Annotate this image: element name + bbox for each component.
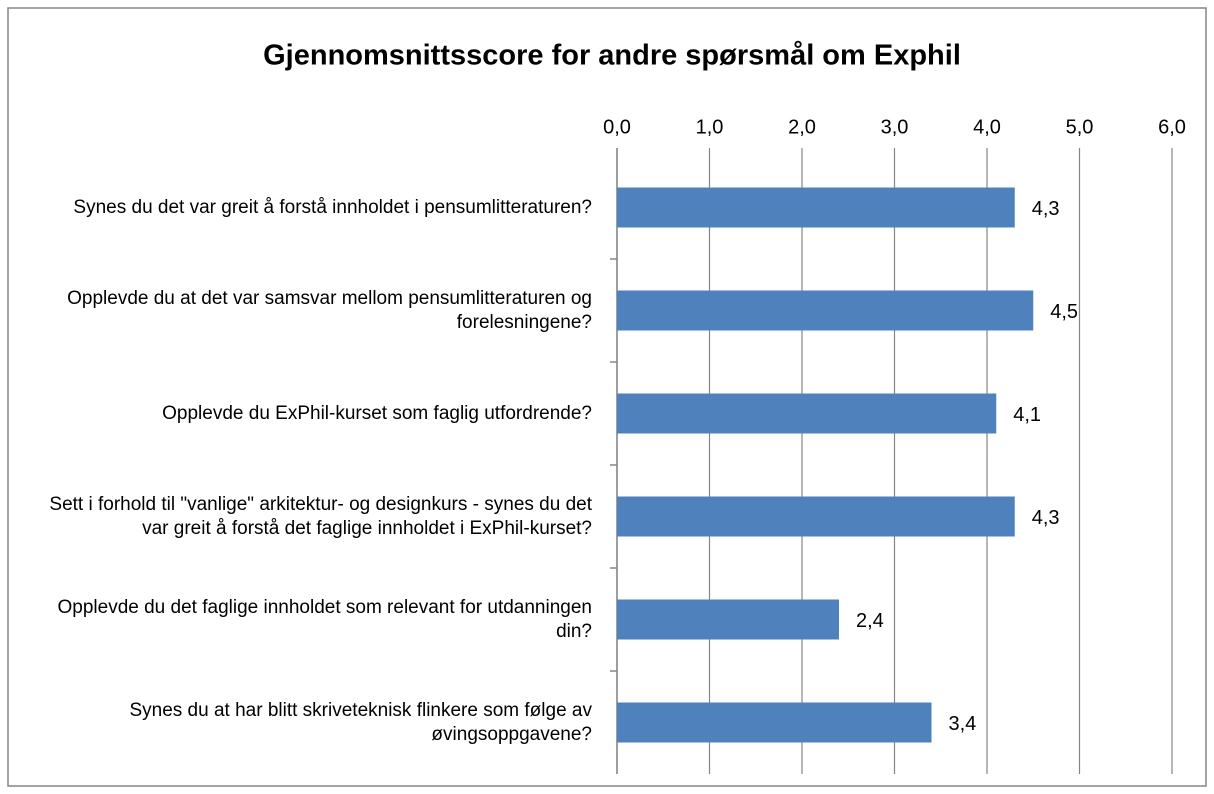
value-label: 2,4: [856, 610, 884, 632]
x-tick-label: 3,0: [881, 116, 909, 138]
bar: [617, 187, 1015, 228]
value-label: 4,3: [1032, 507, 1060, 529]
bar: [617, 393, 997, 434]
x-tick-label: 1,0: [696, 116, 724, 138]
value-label: 4,3: [1032, 198, 1060, 220]
y-tick-label: Opplevde du at det var samsvar mellom pe…: [67, 287, 592, 333]
y-tick-label: Opplevde du ExPhil-kurset som faglig utf…: [162, 402, 592, 424]
bar: [617, 702, 932, 743]
x-tick-label: 2,0: [788, 116, 816, 138]
x-tick-label: 0,0: [603, 116, 631, 138]
value-label: 4,5: [1050, 301, 1078, 323]
chart-title: Gjennomsnittsscore for andre spørsmål om…: [263, 40, 961, 72]
value-label: 4,1: [1013, 404, 1041, 426]
value-label: 3,4: [949, 713, 977, 735]
y-tick-label: Synes du det var greit å forstå innholde…: [73, 196, 592, 218]
x-tick-label: 6,0: [1158, 116, 1186, 138]
y-tick-label: Synes du at har blitt skriveteknisk flin…: [129, 699, 592, 745]
bar: [617, 290, 1034, 331]
bar: [617, 496, 1015, 537]
x-tick-label: 4,0: [973, 116, 1001, 138]
y-tick-label: Opplevde du det faglige innholdet som re…: [57, 596, 593, 642]
x-tick-label: 5,0: [1066, 116, 1094, 138]
y-tick-label: Sett i forhold til "vanlige" arkitektur-…: [49, 493, 592, 539]
bar: [617, 599, 839, 640]
chart-frame: [7, 7, 1207, 787]
